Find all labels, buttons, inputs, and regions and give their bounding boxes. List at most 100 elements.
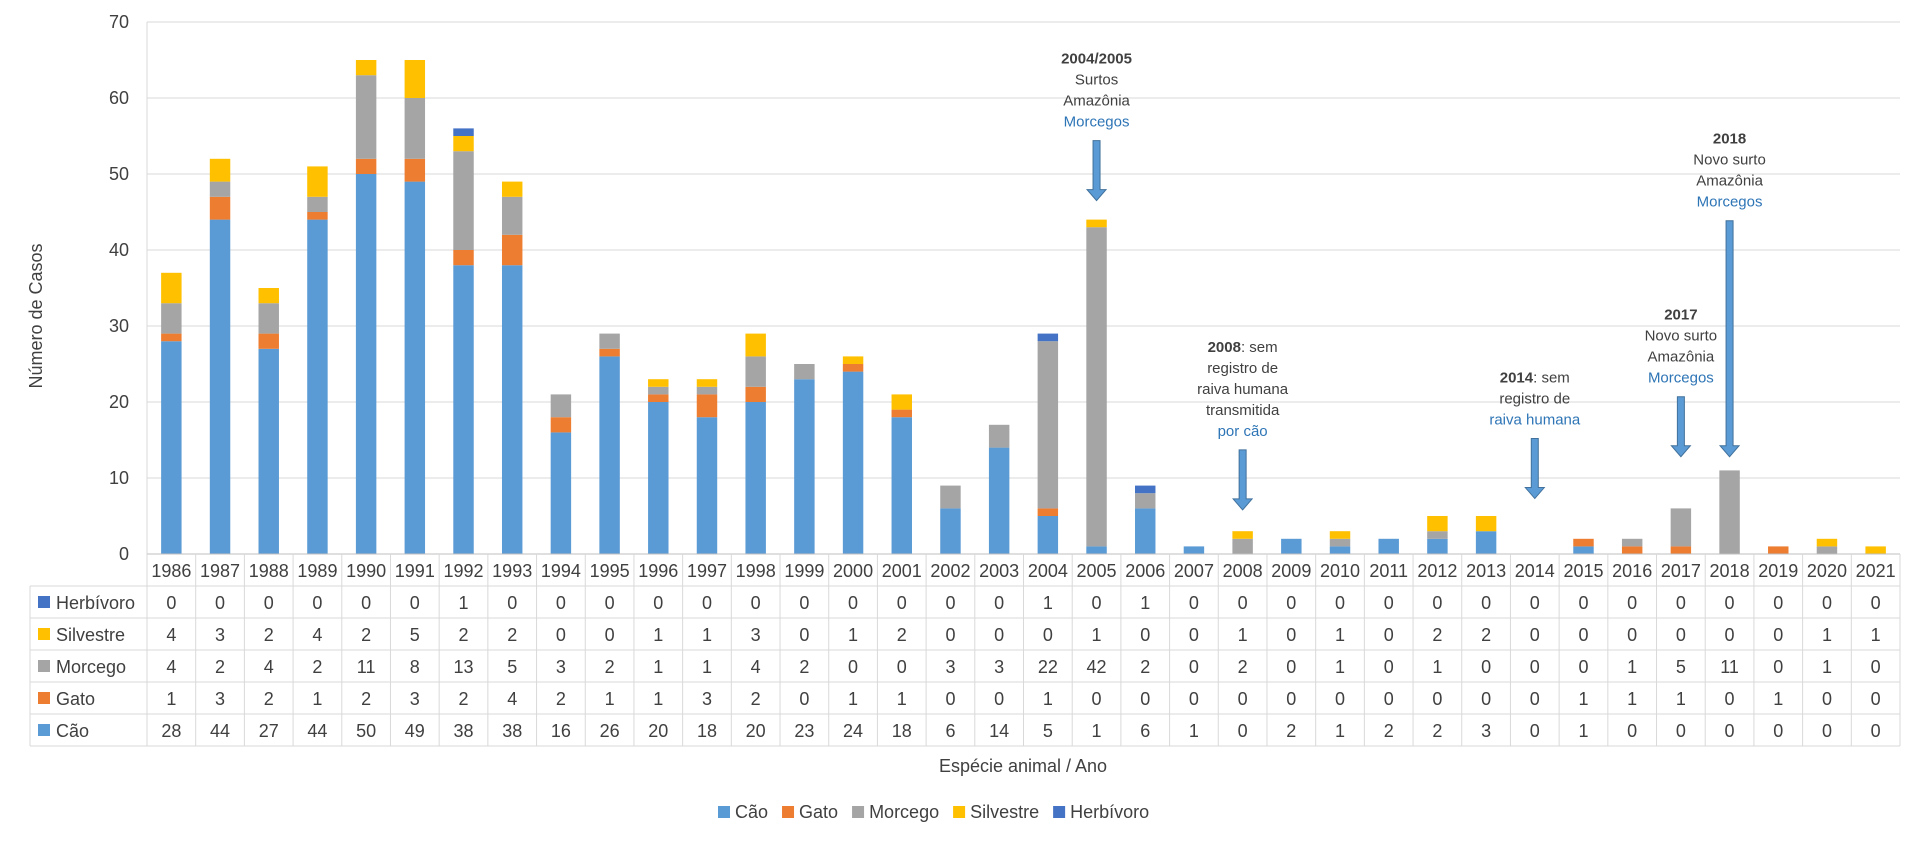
table-cell-herbivoro-1993: 0 bbox=[507, 593, 517, 613]
bar-cao-2000 bbox=[842, 371, 864, 554]
bar-gato-2016 bbox=[1621, 546, 1643, 554]
table-cell-herbivoro-1995: 0 bbox=[605, 593, 615, 613]
x-tick-label-1995: 1995 bbox=[590, 561, 630, 581]
table-cell-herbivoro-2018: 0 bbox=[1725, 593, 1735, 613]
bar-morcego-2005 bbox=[1086, 227, 1107, 547]
table-cell-cao-1999: 23 bbox=[794, 721, 814, 741]
bar-silvestre-2005 bbox=[1086, 219, 1107, 228]
bar-gato-1992 bbox=[453, 250, 474, 266]
table-cell-silvestre-1999: 0 bbox=[799, 625, 809, 645]
annotation-line: Morcegos bbox=[1648, 370, 1714, 387]
table-cell-herbivoro-1987: 0 bbox=[215, 593, 225, 613]
table-cell-morcego-2021: 0 bbox=[1871, 657, 1881, 677]
table-cell-cao-2018: 0 bbox=[1725, 721, 1735, 741]
table-cell-silvestre-2003: 0 bbox=[994, 625, 1004, 645]
bar-gato-2017 bbox=[1670, 546, 1692, 554]
table-cell-cao-2001: 18 bbox=[892, 721, 912, 741]
table-cell-morcego-1986: 4 bbox=[166, 657, 176, 677]
table-cell-cao-2008: 0 bbox=[1238, 721, 1248, 741]
table-cell-silvestre-2021: 1 bbox=[1871, 625, 1881, 645]
bar-morcego-1987 bbox=[209, 181, 231, 197]
table-cell-gato-2006: 0 bbox=[1140, 689, 1150, 709]
table-cell-gato-2017: 1 bbox=[1676, 689, 1686, 709]
x-tick-label-2013: 2013 bbox=[1466, 561, 1506, 581]
bar-morcego-1993 bbox=[501, 196, 523, 235]
table-cell-silvestre-2016: 0 bbox=[1627, 625, 1637, 645]
table-cell-cao-2019: 0 bbox=[1773, 721, 1783, 741]
table-cell-silvestre-1987: 3 bbox=[215, 625, 225, 645]
bar-silvestre-2001 bbox=[891, 394, 912, 410]
bar-herbivoro-1992 bbox=[453, 128, 474, 136]
table-cell-cao-2011: 2 bbox=[1384, 721, 1394, 741]
table-cell-gato-2019: 1 bbox=[1773, 689, 1783, 709]
bar-morcego-1990 bbox=[355, 75, 377, 159]
x-tick-label-2007: 2007 bbox=[1174, 561, 1214, 581]
bar-morcego-1986 bbox=[161, 303, 182, 334]
down-arrow-icon bbox=[1718, 220, 1741, 458]
table-cell-cao-2004: 5 bbox=[1043, 721, 1053, 741]
bar-cao-2013 bbox=[1475, 531, 1497, 554]
y-tick-label: 60 bbox=[109, 88, 129, 108]
annotation-2008: 2008: sem registro de raiva humana transmit… bbox=[1197, 339, 1289, 511]
legend-label-cao: Cão bbox=[735, 802, 768, 822]
table-cell-herbivoro-2013: 0 bbox=[1481, 593, 1491, 613]
x-tick-label-2002: 2002 bbox=[930, 561, 970, 581]
table-cell-gato-2010: 0 bbox=[1335, 689, 1345, 709]
table-cell-morcego-2013: 0 bbox=[1481, 657, 1491, 677]
bar-morcego-2006 bbox=[1135, 493, 1156, 509]
bar-silvestre-1986 bbox=[161, 272, 182, 304]
table-cell-silvestre-2006: 0 bbox=[1140, 625, 1150, 645]
annotation-line: 2014: sem bbox=[1500, 370, 1570, 387]
table-cell-herbivoro-2006: 1 bbox=[1140, 593, 1150, 613]
table-cell-herbivoro-1989: 0 bbox=[312, 593, 322, 613]
annotations: 2004/2005 Surtos Amazônia Morcegos 2008: sem… bbox=[1061, 51, 1766, 511]
table-cell-morcego-1994: 3 bbox=[556, 657, 566, 677]
table-row-label-morcego: Morcego bbox=[56, 657, 126, 677]
legend-key-gato bbox=[38, 692, 50, 704]
table-cell-silvestre-1989: 4 bbox=[312, 625, 322, 645]
table-cell-gato-2008: 0 bbox=[1238, 689, 1248, 709]
table-cell-gato-1989: 1 bbox=[312, 689, 322, 709]
table-cell-gato-2013: 0 bbox=[1481, 689, 1491, 709]
bar-silvestre-2000 bbox=[842, 356, 864, 364]
table-cell-gato-1991: 3 bbox=[410, 689, 420, 709]
table-cell-gato-1988: 2 bbox=[264, 689, 274, 709]
table-cell-silvestre-2011: 0 bbox=[1384, 625, 1394, 645]
x-tick-label-1997: 1997 bbox=[687, 561, 727, 581]
table-cell-gato-1998: 2 bbox=[751, 689, 761, 709]
x-tick-label-1993: 1993 bbox=[492, 561, 532, 581]
y-tick-label: 10 bbox=[109, 468, 129, 488]
table-cell-silvestre-2002: 0 bbox=[945, 625, 955, 645]
table-cell-herbivoro-1994: 0 bbox=[556, 593, 566, 613]
table-cell-cao-1993: 38 bbox=[502, 721, 522, 741]
down-arrow-icon bbox=[1232, 449, 1254, 511]
table-cell-silvestre-1995: 0 bbox=[605, 625, 615, 645]
bar-cao-1993 bbox=[501, 265, 523, 554]
table-cell-silvestre-1996: 1 bbox=[653, 625, 663, 645]
bar-morcego-1994 bbox=[550, 394, 572, 418]
bar-cao-1988 bbox=[258, 348, 279, 554]
legend-marker-herbivoro bbox=[1053, 806, 1066, 818]
bar-cao-2006 bbox=[1135, 508, 1156, 554]
table-cell-gato-1986: 1 bbox=[166, 689, 176, 709]
table-cell-morcego-2012: 1 bbox=[1432, 657, 1442, 677]
table-cell-cao-1992: 38 bbox=[453, 721, 473, 741]
bar-silvestre-1992 bbox=[453, 136, 474, 152]
table-cell-herbivoro-2009: 0 bbox=[1286, 593, 1296, 613]
bar-gato-1987 bbox=[209, 196, 231, 220]
bar-morcego-2017 bbox=[1670, 508, 1692, 547]
bar-cao-1996 bbox=[648, 402, 669, 554]
x-tick-label-2020: 2020 bbox=[1807, 561, 1847, 581]
table-cell-silvestre-2014: 0 bbox=[1530, 625, 1540, 645]
bar-silvestre-1988 bbox=[258, 288, 279, 304]
bar-morcego-2016 bbox=[1621, 538, 1643, 547]
table-cell-gato-2001: 1 bbox=[897, 689, 907, 709]
annotation-2005: 2004/2005 Surtos Amazônia Morcegos bbox=[1061, 51, 1132, 202]
legend-label-silvestre: Silvestre bbox=[970, 802, 1039, 822]
annotation-2014: 2014: sem registro de raiva humana bbox=[1489, 370, 1581, 500]
annotation-line: Amazônia bbox=[1648, 349, 1715, 366]
table-cell-gato-1993: 4 bbox=[507, 689, 517, 709]
legend-key-herbivoro bbox=[38, 596, 50, 608]
table-cell-silvestre-2001: 2 bbox=[897, 625, 907, 645]
